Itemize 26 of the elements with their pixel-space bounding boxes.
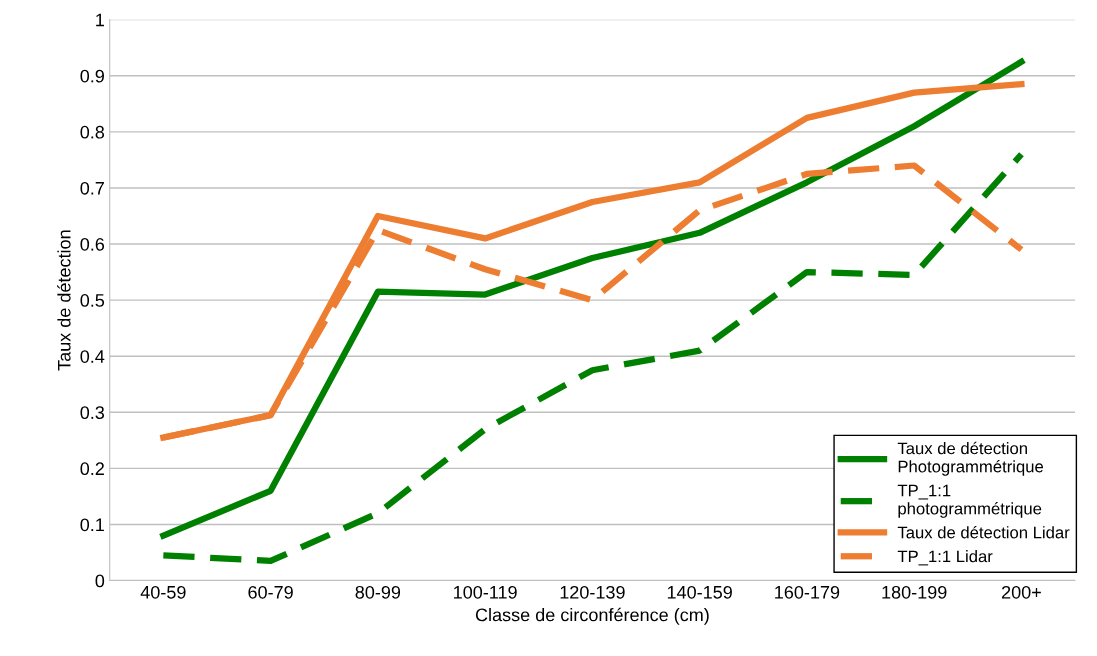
x-tick-label: 100-119 — [454, 585, 517, 599]
x-tick-label: 120-139 — [560, 585, 625, 599]
legend-label: Taux de détection Lidar — [897, 525, 1070, 539]
x-tick-label: 160-179 — [775, 585, 840, 599]
y-tick-label: 0.8 — [80, 125, 105, 139]
x-tick-label: 180-199 — [882, 585, 947, 599]
y-tick-label: 0.9 — [80, 69, 104, 83]
x-tick-label: 140-159 — [667, 585, 732, 599]
x-axis-title: Classe de circonférence (cm) — [475, 607, 709, 625]
x-tick-label: 60-79 — [248, 585, 293, 599]
y-tick-label: 0 — [95, 574, 105, 588]
y-tick-label: 0.3 — [80, 406, 105, 420]
y-tick-label: 0.7 — [80, 181, 104, 195]
y-tick-label: 0.6 — [80, 237, 105, 251]
legend-label: TP_1:1 photogrammétrique — [897, 484, 1042, 518]
y-tick-label: 1 — [96, 13, 104, 27]
y-tick-label: 0.4 — [80, 350, 105, 363]
x-tick-label: 80-99 — [355, 585, 401, 599]
y-tick-label: 0.5 — [80, 294, 105, 307]
y-tick-label: 0.1 — [80, 518, 104, 532]
x-tick-label: 200+ — [1002, 585, 1041, 599]
y-tick-label: 0.2 — [80, 462, 104, 476]
legend-label: Taux de détection Photogrammétrique — [897, 441, 1044, 476]
x-tick-label: 40-59 — [140, 585, 186, 599]
legend-label: TP_1:1 Lidar — [897, 550, 993, 566]
y-axis-title: Taux de détection — [57, 230, 71, 371]
